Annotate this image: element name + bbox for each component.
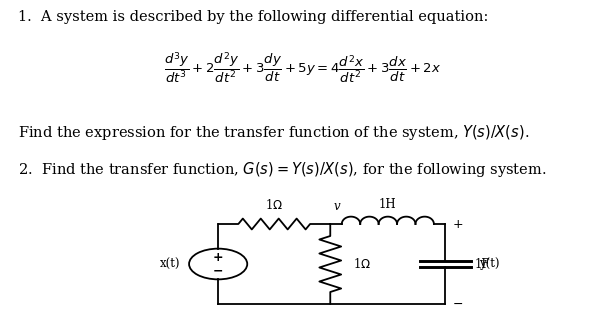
Text: 1F: 1F [474,258,490,270]
Text: +: + [213,251,224,264]
Text: −: − [453,298,463,310]
Text: 1$\Omega$: 1$\Omega$ [353,257,371,271]
Text: x(t): x(t) [159,258,180,270]
Text: −: − [213,264,224,277]
Text: Find the expression for the transfer function of the system, $Y(s)/X(s)$.: Find the expression for the transfer fun… [18,123,530,142]
Text: $\dfrac{d^3y}{dt^3} + 2\dfrac{d^2y}{dt^2} + 3\dfrac{dy}{dt} + 5y = 4\dfrac{d^2x}: $\dfrac{d^3y}{dt^3} + 2\dfrac{d^2y}{dt^2… [164,50,442,85]
Text: v: v [333,200,340,213]
Text: 2.  Find the transfer function, $G(s) = Y(s)/X(s)$, for the following system.: 2. Find the transfer function, $G(s) = Y… [18,160,547,179]
Text: y(t): y(t) [479,258,499,270]
Text: +: + [453,218,464,230]
Text: 1.  A system is described by the following differential equation:: 1. A system is described by the followin… [18,10,488,24]
Text: 1$\Omega$: 1$\Omega$ [265,198,283,212]
Text: 1H: 1H [379,197,397,211]
